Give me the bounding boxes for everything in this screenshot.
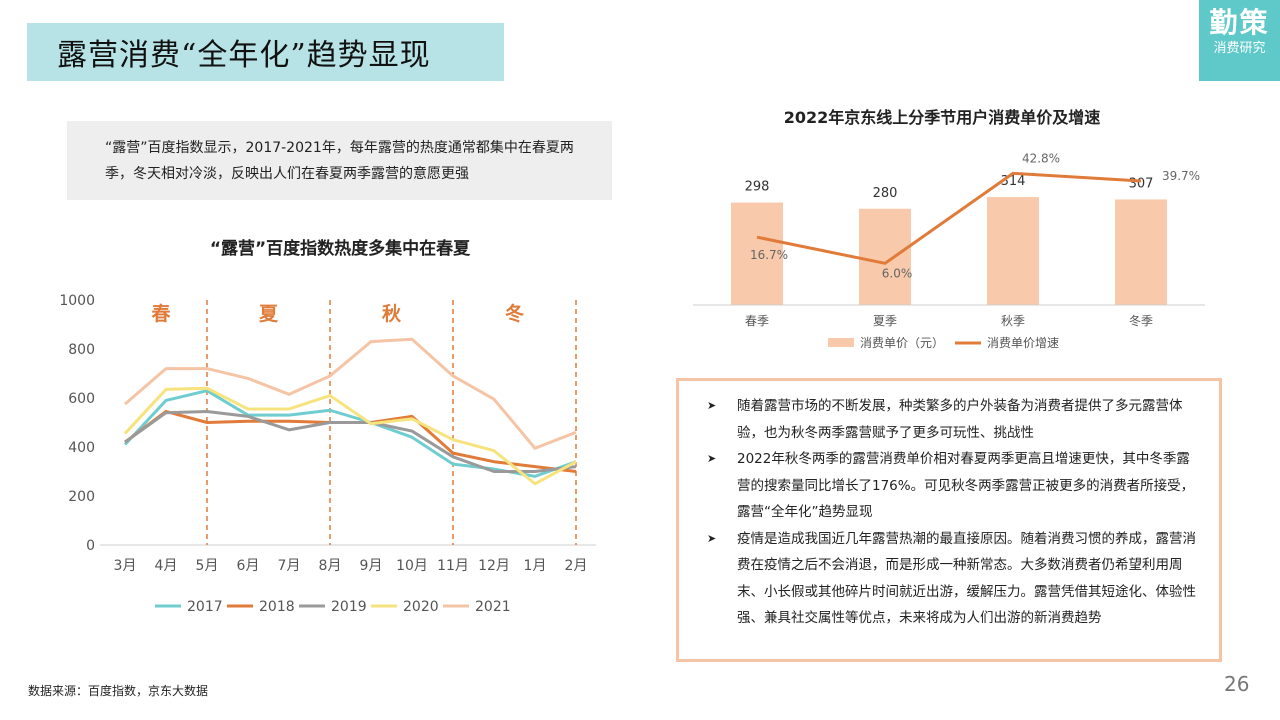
season-label: 秋 — [382, 302, 402, 325]
season-label: 冬 — [505, 302, 524, 325]
season-label: 夏 — [259, 303, 279, 325]
bar-value-label: 314 — [1001, 174, 1026, 189]
legend-label: 消费单价增速 — [987, 336, 1059, 350]
growth-value-label: 39.7% — [1162, 169, 1200, 183]
x-tick-label: 6月 — [237, 558, 260, 574]
series-line-2021 — [124, 337, 577, 450]
y-tick-label: 0 — [86, 538, 95, 554]
x-tick-label: 2月 — [565, 558, 588, 574]
bar-value-label: 298 — [745, 180, 770, 195]
legend-label: 2017 — [187, 599, 223, 615]
insight-bullet: ➤ 疫情是造成我国近几年露营热潮的最直接原因。随着消费习惯的养成，露营消费在疫情… — [707, 526, 1199, 632]
insight-bullet: ➤ 2022年秋冬两季的露营消费单价相对春夏两季更高且增速更快，其中冬季露营的搜… — [707, 446, 1199, 526]
x-tick-label: 春季 — [745, 314, 769, 328]
legend-label: 消费单价（元） — [860, 336, 944, 350]
arrow-bullet-icon: ➤ — [707, 399, 717, 412]
series-line-2019 — [124, 409, 577, 473]
line-chart: “露营”百度指数热度多集中在春夏 0 200 400 600 800 1000 3月 4月 5月… — [59, 238, 596, 615]
growth-line — [756, 171, 1142, 265]
x-tick-label: 4月 — [155, 558, 178, 574]
x-tick-label: 1月 — [524, 558, 547, 574]
bar-value-label: 307 — [1129, 176, 1154, 191]
growth-value-label: 6.0% — [882, 266, 913, 280]
legend-label: 2020 — [403, 599, 439, 615]
legend-swatch-bar — [828, 338, 854, 347]
x-tick-label: 9月 — [360, 558, 383, 574]
bar-秋季 — [987, 197, 1039, 305]
data-source: 数据来源：百度指数，京东大数据 — [28, 684, 209, 698]
bar-夏季 — [859, 208, 911, 305]
x-tick-label: 12月 — [478, 558, 510, 574]
y-tick-label: 400 — [68, 440, 95, 456]
page-number: 26 — [1224, 672, 1250, 696]
logo-sub-text: 消费研究 — [1213, 41, 1266, 56]
insight-text: 疫情是造成我国近几年露营热潮的最直接原因。随着消费习惯的养成，露营消费在疫情之后… — [737, 530, 1196, 627]
x-tick-label: 10月 — [396, 558, 428, 574]
y-tick-label: 200 — [68, 489, 95, 505]
legend-label: 2019 — [331, 599, 367, 615]
x-tick-label: 11月 — [437, 558, 469, 574]
logo-main-text: 勤策 — [1209, 6, 1270, 39]
season-label: 春 — [151, 302, 170, 325]
x-tick-label: 5月 — [196, 558, 219, 574]
insight-bullet: ➤ 随着露营市场的不断发展，种类繁多的户外装备为消费者提供了多元露营体验，也为秋… — [707, 393, 1199, 446]
x-tick-label: 冬季 — [1129, 313, 1153, 328]
bar-value-label: 280 — [873, 186, 898, 201]
y-tick-label: 800 — [68, 342, 95, 358]
insight-box: ➤ 随着露营市场的不断发展，种类繁多的户外装备为消费者提供了多元露营体验，也为秋… — [676, 378, 1222, 662]
summary-note: “露营”百度指数显示，2017-2021年，每年露营的热度通常都集中在春夏两季，… — [67, 121, 612, 200]
x-tick-label: 7月 — [278, 558, 301, 574]
bar-chart-title: 2022年京东线上分季节用户消费单价及增速 — [784, 108, 1101, 127]
series-line-2020 — [123, 386, 577, 486]
arrow-bullet-icon: ➤ — [707, 452, 717, 465]
bar-春季 — [731, 202, 783, 305]
bar-chart: 2022年京东线上分季节用户消费单价及增速 298 280 314 307 16.7%… — [693, 108, 1205, 350]
bar-冬季 — [1115, 199, 1167, 305]
insight-text: 2022年秋冬两季的露营消费单价相对春夏两季更高且增速更快，其中冬季露营的搜索量… — [737, 451, 1195, 520]
line-chart-title: “露营”百度指数热度多集中在春夏 — [210, 238, 471, 259]
arrow-bullet-icon: ➤ — [707, 531, 717, 545]
page-title: 露营消费“全年化”趋势显现 — [27, 23, 504, 81]
insight-text: 随着露营市场的不断发展，种类繁多的户外装备为消费者提供了多元露营体验，也为秋冬两… — [737, 398, 1183, 441]
y-tick-label: 600 — [68, 391, 95, 407]
y-tick-label: 1000 — [59, 293, 95, 309]
x-tick-label: 3月 — [114, 558, 137, 574]
brand-logo: 勤策 消费研究 — [1199, 0, 1280, 81]
legend-label: 2018 — [259, 599, 295, 615]
x-tick-label: 8月 — [319, 558, 342, 574]
growth-value-label: 42.8% — [1022, 151, 1060, 165]
growth-value-label: 16.7% — [750, 248, 788, 262]
x-tick-label: 秋季 — [1001, 314, 1025, 328]
legend-label: 2021 — [475, 599, 511, 615]
x-tick-label: 夏季 — [873, 314, 897, 328]
